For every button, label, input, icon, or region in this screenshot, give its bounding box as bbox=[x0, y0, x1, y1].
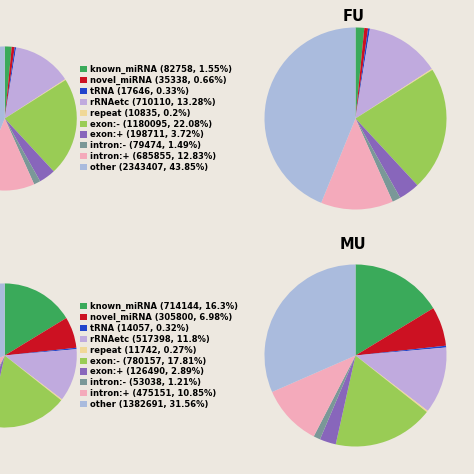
Wedge shape bbox=[314, 356, 356, 439]
Wedge shape bbox=[5, 118, 54, 181]
Wedge shape bbox=[5, 47, 65, 118]
Wedge shape bbox=[5, 318, 76, 356]
Wedge shape bbox=[5, 283, 66, 356]
Wedge shape bbox=[356, 28, 432, 118]
Wedge shape bbox=[356, 27, 365, 118]
Wedge shape bbox=[264, 264, 356, 392]
Legend: known_miRNA (714144, 16.3%), novel_miRNA (305800, 6.98%), tRNA (14057, 0.32%), r: known_miRNA (714144, 16.3%), novel_miRNA… bbox=[80, 302, 237, 409]
Wedge shape bbox=[0, 118, 34, 191]
Wedge shape bbox=[356, 264, 433, 356]
Wedge shape bbox=[356, 308, 446, 356]
Wedge shape bbox=[5, 47, 15, 118]
Wedge shape bbox=[0, 356, 5, 422]
Wedge shape bbox=[5, 349, 77, 399]
Wedge shape bbox=[264, 27, 356, 203]
Wedge shape bbox=[0, 356, 61, 428]
Wedge shape bbox=[356, 118, 400, 201]
Wedge shape bbox=[356, 347, 447, 411]
Wedge shape bbox=[321, 118, 392, 210]
Text: MU: MU bbox=[340, 237, 366, 252]
Wedge shape bbox=[0, 356, 5, 419]
Wedge shape bbox=[320, 356, 356, 444]
Wedge shape bbox=[5, 46, 12, 118]
Text: FU: FU bbox=[342, 9, 364, 25]
Wedge shape bbox=[0, 283, 5, 384]
Wedge shape bbox=[356, 28, 370, 118]
Wedge shape bbox=[5, 80, 77, 171]
Wedge shape bbox=[272, 356, 356, 437]
Wedge shape bbox=[0, 356, 5, 426]
Wedge shape bbox=[5, 79, 65, 118]
Wedge shape bbox=[0, 46, 5, 185]
Wedge shape bbox=[5, 356, 62, 400]
Wedge shape bbox=[5, 118, 40, 184]
Legend: known_miRNA (82758, 1.55%), novel_miRNA (35338, 0.66%), tRNA (17646, 0.33%), rRN: known_miRNA (82758, 1.55%), novel_miRNA … bbox=[80, 65, 232, 172]
Wedge shape bbox=[356, 118, 418, 198]
Wedge shape bbox=[356, 346, 446, 356]
Wedge shape bbox=[336, 356, 427, 447]
Wedge shape bbox=[356, 28, 368, 118]
Wedge shape bbox=[356, 356, 428, 412]
Wedge shape bbox=[5, 348, 76, 356]
Wedge shape bbox=[5, 47, 16, 118]
Wedge shape bbox=[356, 69, 432, 118]
Wedge shape bbox=[356, 70, 447, 185]
